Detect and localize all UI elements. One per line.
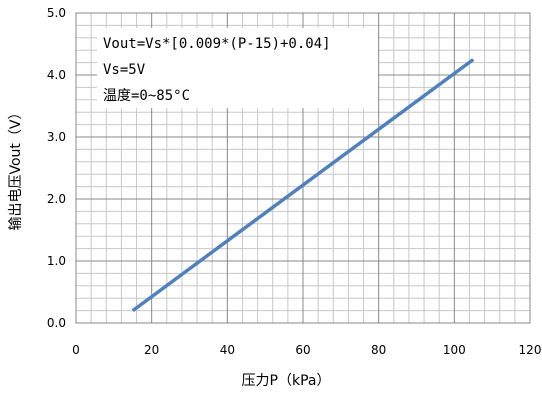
annotation-background (97, 28, 378, 108)
y-tick-label: 3.0 (47, 130, 66, 144)
x-tick-label: 120 (519, 343, 542, 357)
temperature-annotation: 温度=0~85°C (103, 88, 190, 104)
annotation-box: Vout=Vs*[0.009*(P-15)+0.04] Vs=5V 温度=0~8… (97, 28, 378, 108)
supply-voltage-annotation: Vs=5V (103, 62, 146, 78)
x-tick-label: 60 (295, 343, 310, 357)
y-tick-labels: 0.0 1.0 2.0 3.0 4.0 5.0 (47, 6, 66, 330)
x-tick-label: 80 (371, 343, 386, 357)
x-tick-label: 20 (144, 343, 159, 357)
series-line-0 (131, 58, 475, 313)
x-axis-title: 压力P（kPa） (242, 373, 331, 389)
y-tick-label: 2.0 (47, 192, 66, 206)
y-tick-label: 4.0 (47, 68, 66, 82)
formula-annotation: Vout=Vs*[0.009*(P-15)+0.04] (103, 36, 331, 52)
y-tick-label: 5.0 (47, 6, 66, 20)
plot-border (75, 12, 531, 324)
x-tick-labels: 0 20 40 60 80 100 120 (72, 343, 541, 357)
x-tick-label: 40 (220, 343, 235, 357)
x-tick-label: 100 (443, 343, 466, 357)
y-tick-label: 0.0 (47, 316, 66, 330)
x-tick-label: 0 (72, 343, 80, 357)
series-group (131, 58, 475, 313)
y-tick-label: 1.0 (47, 254, 66, 268)
y-axis-title: 输出电压Vout（V） (8, 106, 24, 231)
